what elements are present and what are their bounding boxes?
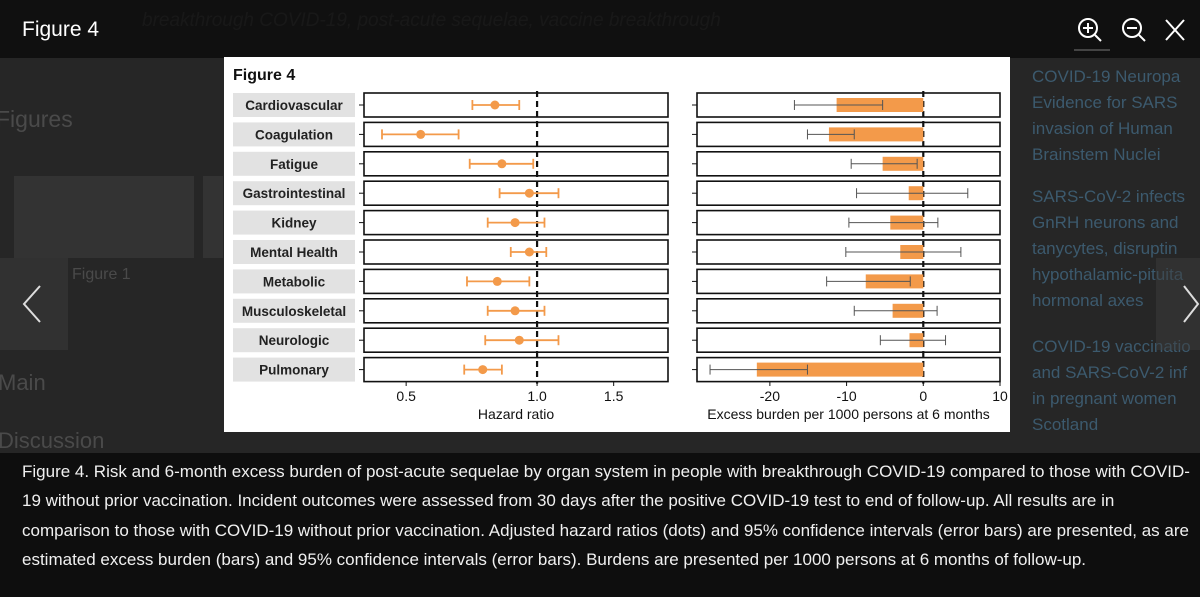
dot <box>514 335 524 345</box>
sidebar-link[interactable]: COVID-19 vaccinatio <box>1032 337 1191 356</box>
zoom-in[interactable] <box>1078 18 1102 42</box>
error-bar <box>806 129 855 140</box>
error-bar <box>845 247 962 257</box>
x-tick-label: -10 <box>836 388 856 404</box>
category-label: Kidney <box>271 216 317 231</box>
category-box <box>233 328 355 353</box>
category-label: Cardiovascular <box>245 98 343 113</box>
sidebar-link[interactable]: in pregnant women <box>1032 389 1177 408</box>
sidebar-link[interactable]: and SARS-CoV-2 inf <box>1032 363 1187 382</box>
category-box <box>233 357 355 382</box>
sidebar-link[interactable]: tanycytes, disruptin <box>1032 239 1178 258</box>
category-label: Pulmonary <box>259 363 329 378</box>
dot <box>524 247 534 257</box>
sidebar-link[interactable]: invasion of Human <box>1032 119 1173 138</box>
sidebar-link[interactable]: SARS-CoV-2 infects <box>1032 187 1186 206</box>
x-axis-title: Hazard ratio <box>478 406 554 422</box>
nav-item: Main <box>0 370 46 395</box>
category-box <box>233 93 355 117</box>
category-label: Coagulation <box>255 127 333 142</box>
sidebar-link[interactable]: Scotland <box>1032 415 1099 434</box>
sidebar-link[interactable]: hypothalamic-pituita <box>1032 265 1184 284</box>
x-tick-label: 0.5 <box>396 388 416 404</box>
sidebar-link[interactable]: COVID-19 Neuropa <box>1032 67 1181 86</box>
category-label: Mental Health <box>250 245 338 260</box>
category-box <box>233 298 355 323</box>
dot <box>510 218 520 228</box>
category-box <box>233 122 355 147</box>
category-box <box>233 181 355 206</box>
figure-label: Figure 4 <box>233 67 295 84</box>
error-bar <box>879 335 947 346</box>
x-axis-title: Excess burden per 1000 persons at 6 mont… <box>707 406 990 422</box>
x-tick-label: 1.0 <box>527 388 547 404</box>
caption: Figure 4. Risk and 6-month excess burden… <box>22 462 1190 569</box>
error-bar <box>826 276 911 287</box>
error-bar <box>850 158 918 169</box>
error-bar <box>709 364 808 375</box>
bar <box>756 362 924 377</box>
dot <box>478 365 488 375</box>
category-label: Musculoskeletal <box>242 304 346 319</box>
dot <box>416 129 426 139</box>
dot <box>497 159 507 169</box>
dot <box>490 100 500 110</box>
viewer-header: Figure 4 <box>0 0 1200 58</box>
error-bar <box>793 100 884 110</box>
close[interactable] <box>1165 19 1185 41</box>
category-box <box>233 240 355 264</box>
dot <box>524 188 534 198</box>
category-label: Metabolic <box>263 274 326 289</box>
category-box <box>233 210 355 235</box>
x-tick-label: 1.5 <box>604 388 624 404</box>
x-tick-label: 0 <box>919 388 927 404</box>
dot <box>492 276 502 286</box>
sidebar-link[interactable]: Evidence for SARS <box>1032 93 1178 112</box>
zoom-out[interactable] <box>1122 18 1146 42</box>
toolbar <box>1074 18 1185 51</box>
prev-button[interactable] <box>0 258 68 350</box>
figure: Figure 4 Cardiovascular Coagulation Fatigu… <box>224 57 1010 432</box>
sidebar-link[interactable]: hormonal axes <box>1032 291 1144 310</box>
category-box <box>233 151 355 176</box>
thumbnail <box>14 176 194 258</box>
thumbnail-label: Figure 1 <box>72 266 131 283</box>
bar <box>828 127 924 142</box>
dot <box>510 306 520 316</box>
sidebar-link[interactable]: Brainstem Nuclei <box>1032 145 1161 164</box>
nav-item: Discussion <box>0 428 105 453</box>
error-bar <box>856 188 969 199</box>
category-label: Fatigue <box>270 157 318 172</box>
prev-icon <box>22 285 41 323</box>
caption-panel: Figure 4. Risk and 6-month excess burden… <box>0 453 1200 597</box>
error-bar <box>853 305 938 316</box>
next-button[interactable] <box>1156 258 1200 350</box>
error-bar <box>848 217 939 228</box>
category-label: Gastrointestinal <box>243 186 346 201</box>
x-tick-label: 10 <box>992 388 1008 404</box>
category-box <box>233 269 355 294</box>
viewer-title: Figure 4 <box>22 18 100 41</box>
category-label: Neurologic <box>259 333 330 348</box>
sidebar-link[interactable]: GnRH neurons and <box>1032 213 1179 232</box>
thumbnail <box>203 176 223 258</box>
next-icon <box>1183 285 1200 323</box>
x-tick-label: -20 <box>760 388 780 404</box>
figures-heading: Figures <box>0 106 73 132</box>
